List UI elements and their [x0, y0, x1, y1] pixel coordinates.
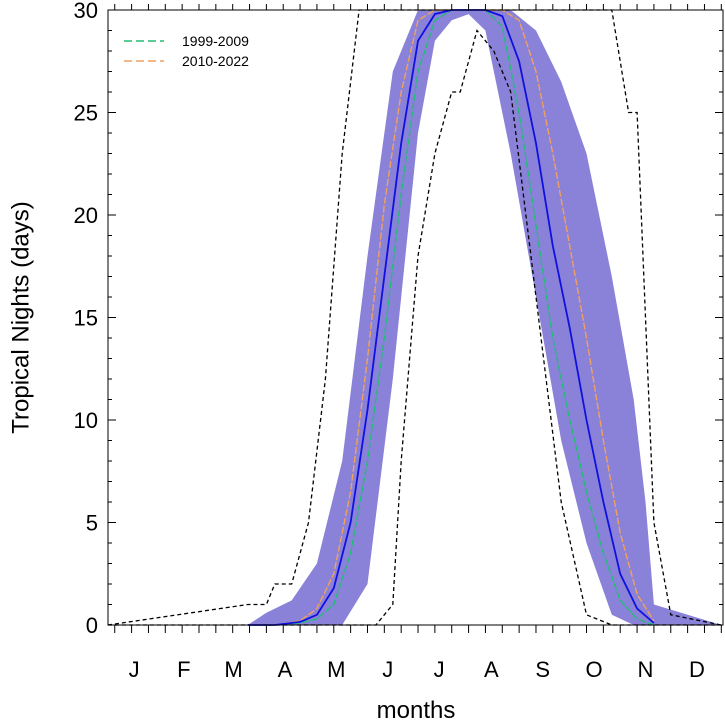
x-tick-label: J — [129, 657, 140, 682]
x-tick-label: A — [278, 657, 293, 682]
plot-area — [107, 9, 722, 626]
y-axis-title: Tropical Nights (days) — [7, 201, 34, 434]
y-tick-label: 30 — [74, 0, 98, 23]
y-tick-label: 5 — [86, 511, 98, 536]
x-tick-label: J — [434, 657, 445, 682]
x-tick-label: S — [535, 657, 550, 682]
x-tick-label: N — [638, 657, 654, 682]
axes: 0 5 10 15 20 25 30 J F M A M J J A S O N D — [74, 0, 723, 682]
spread-band — [108, 10, 722, 625]
x-tick-label: M — [327, 657, 345, 682]
y-tick-label: 25 — [74, 101, 98, 126]
x-tick-label: F — [177, 657, 190, 682]
y-tick-label: 0 — [86, 613, 98, 638]
x-axis-title: months — [377, 697, 456, 724]
x-tick-label: A — [484, 657, 499, 682]
legend: 1999-2009 2010-2022 — [124, 33, 249, 69]
y-tick-label: 10 — [74, 408, 98, 433]
y-tick-label: 15 — [74, 306, 98, 331]
x-tick-label: M — [224, 657, 242, 682]
x-tick-label: J — [382, 657, 393, 682]
x-tick-label: D — [689, 657, 705, 682]
x-tick-label: O — [586, 657, 603, 682]
legend-label-2010-2022: 2010-2022 — [182, 53, 249, 69]
y-tick-label: 20 — [74, 203, 98, 228]
legend-label-1999-2009: 1999-2009 — [182, 33, 249, 49]
